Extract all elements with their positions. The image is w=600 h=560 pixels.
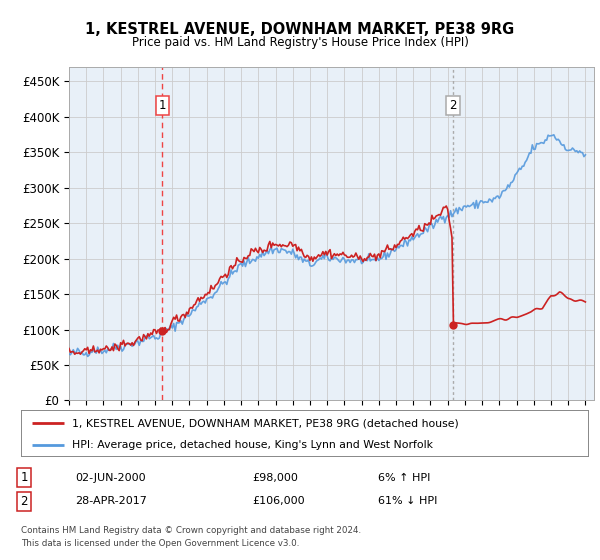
Text: Price paid vs. HM Land Registry's House Price Index (HPI): Price paid vs. HM Land Registry's House … — [131, 36, 469, 49]
Text: £98,000: £98,000 — [252, 473, 298, 483]
Text: HPI: Average price, detached house, King's Lynn and West Norfolk: HPI: Average price, detached house, King… — [72, 440, 433, 450]
Text: 1, KESTREL AVENUE, DOWNHAM MARKET, PE38 9RG: 1, KESTREL AVENUE, DOWNHAM MARKET, PE38 … — [85, 22, 515, 38]
Text: 1, KESTREL AVENUE, DOWNHAM MARKET, PE38 9RG (detached house): 1, KESTREL AVENUE, DOWNHAM MARKET, PE38 … — [72, 418, 459, 428]
Text: 2: 2 — [449, 99, 457, 112]
Text: 02-JUN-2000: 02-JUN-2000 — [75, 473, 146, 483]
Text: 6% ↑ HPI: 6% ↑ HPI — [378, 473, 430, 483]
Text: 2: 2 — [20, 494, 28, 508]
Text: 28-APR-2017: 28-APR-2017 — [75, 496, 147, 506]
Text: 1: 1 — [158, 99, 166, 112]
Text: £106,000: £106,000 — [252, 496, 305, 506]
Text: Contains HM Land Registry data © Crown copyright and database right 2024.: Contains HM Land Registry data © Crown c… — [21, 526, 361, 535]
Text: 61% ↓ HPI: 61% ↓ HPI — [378, 496, 437, 506]
Text: This data is licensed under the Open Government Licence v3.0.: This data is licensed under the Open Gov… — [21, 539, 299, 548]
Text: 1: 1 — [20, 471, 28, 484]
